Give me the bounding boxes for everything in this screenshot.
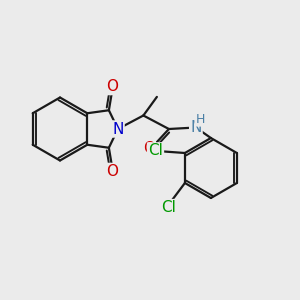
- Text: N: N: [190, 120, 202, 135]
- Text: Cl: Cl: [162, 200, 176, 215]
- Text: O: O: [106, 164, 119, 179]
- Text: O: O: [106, 79, 119, 94]
- Text: O: O: [143, 141, 155, 156]
- Text: N: N: [112, 122, 124, 136]
- Text: H: H: [195, 112, 205, 126]
- Text: Cl: Cl: [148, 143, 163, 158]
